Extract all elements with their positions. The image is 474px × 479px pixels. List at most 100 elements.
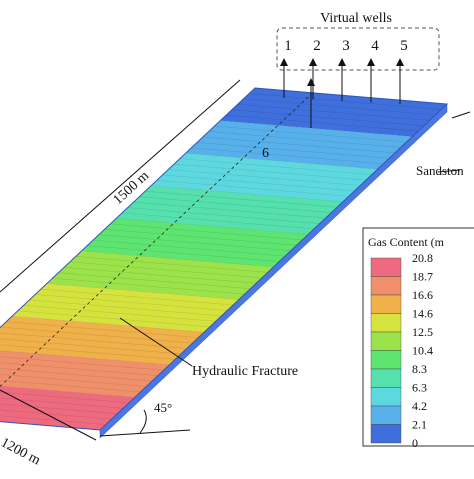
gas-band xyxy=(185,120,413,170)
grid-stripe xyxy=(127,207,320,224)
legend-swatch xyxy=(370,405,402,425)
grid-stripe xyxy=(139,196,332,213)
gas-band xyxy=(150,153,378,202)
grid-stripe xyxy=(0,397,124,409)
grid-stripe xyxy=(64,267,257,284)
sandstone-label: Sandston xyxy=(416,163,464,178)
legend-label: 2.1 xyxy=(412,418,427,432)
width-label: 1200 m xyxy=(0,435,43,468)
grid-stripe xyxy=(58,272,251,290)
grid-stripe xyxy=(40,288,234,306)
angle-label: 45° xyxy=(154,400,172,415)
grid-stripe xyxy=(0,368,153,382)
legend-label: 12.5 xyxy=(412,325,433,339)
grid-stripe xyxy=(17,310,210,328)
well-label: 5 xyxy=(400,38,408,54)
gas-band xyxy=(116,185,343,235)
grid-stripe xyxy=(87,245,280,262)
width-dimension xyxy=(0,389,97,441)
legend-label: 8.3 xyxy=(412,362,427,376)
wells-title: Virtual wells xyxy=(320,11,392,26)
grid-stripe xyxy=(12,315,205,333)
grid-stripe xyxy=(0,409,112,420)
grid-stripe xyxy=(0,332,187,349)
grid-stripe xyxy=(0,385,135,398)
fracture-leader xyxy=(119,317,193,367)
grid-stripe xyxy=(179,158,372,175)
grid-stripe xyxy=(0,356,164,371)
grid-stripe xyxy=(0,362,158,376)
gas-band xyxy=(220,88,447,137)
grid-stripe xyxy=(35,294,228,311)
legend-label: 14.6 xyxy=(412,307,433,321)
grid-stripe xyxy=(23,305,216,322)
grid-stripe xyxy=(156,180,349,197)
grid-stripe xyxy=(46,283,239,300)
legend-swatch xyxy=(370,294,402,314)
grid-stripe xyxy=(0,379,141,393)
wells-box xyxy=(276,27,440,71)
grid-stripe xyxy=(243,98,436,116)
well-6-label: 6 xyxy=(262,146,269,161)
grid-stripe xyxy=(6,321,199,338)
legend-swatch xyxy=(370,276,402,296)
grid-stripe xyxy=(214,125,407,143)
grid-stripe xyxy=(0,415,106,425)
gas-band xyxy=(46,251,274,300)
grid-stripe xyxy=(150,185,343,203)
grid-stripe xyxy=(168,169,361,186)
gas-band xyxy=(0,350,170,398)
grid-stripe xyxy=(202,136,395,154)
grid-stripe xyxy=(104,228,297,246)
length-dimension xyxy=(0,79,241,293)
legend-label: 4.2 xyxy=(412,399,427,413)
well-label: 2 xyxy=(313,38,321,54)
legend-label: 10.4 xyxy=(412,344,433,358)
grid-stripe xyxy=(0,403,118,414)
upper-leader xyxy=(451,111,471,119)
gas-band xyxy=(12,283,239,333)
fracture-label: Hydraulic Fracture xyxy=(192,364,298,379)
grid-stripe xyxy=(249,93,442,110)
grid-stripe xyxy=(145,190,338,208)
grid-stripe xyxy=(0,350,170,366)
legend-swatch xyxy=(370,387,402,407)
grid-stripe xyxy=(81,250,274,268)
grid-stripe xyxy=(174,163,367,181)
angle-line xyxy=(99,429,191,437)
grid-stripe xyxy=(220,120,413,137)
grid-stripe xyxy=(116,218,309,235)
sandstone-leader xyxy=(437,169,461,173)
grid-stripe xyxy=(133,201,326,219)
legend-swatch xyxy=(370,257,402,277)
grid-stripe xyxy=(52,277,245,295)
grid-stripe xyxy=(98,234,291,251)
grid-stripe xyxy=(93,239,286,257)
grid-stripe xyxy=(110,223,303,241)
legend-swatch xyxy=(370,313,402,333)
grid-stripe xyxy=(75,256,268,273)
legend-label: 20.8 xyxy=(412,251,433,265)
grid-stripe xyxy=(231,109,424,127)
legend-label: 0 xyxy=(412,436,418,450)
grid-stripe xyxy=(197,142,390,159)
fracture-line xyxy=(0,92,313,388)
grid-stripe xyxy=(0,344,176,360)
wells: 1 2 3 4 5 xyxy=(280,38,408,128)
legend-label: 6.3 xyxy=(412,381,427,395)
grid-stripe xyxy=(0,338,181,355)
grid-stripe xyxy=(237,104,430,121)
grid-stripe xyxy=(226,114,419,132)
reservoir-slab xyxy=(0,87,449,439)
grid-stripe xyxy=(185,152,378,170)
grid-stripe xyxy=(208,131,401,148)
grid-stripe xyxy=(0,326,193,344)
grid-stripe xyxy=(0,374,147,387)
legend-label: 18.7 xyxy=(412,270,433,284)
grid-stripe xyxy=(29,299,222,317)
legend-swatch xyxy=(370,331,402,351)
legend-title: Gas Content (m xyxy=(368,235,445,249)
gas-band xyxy=(0,386,135,430)
